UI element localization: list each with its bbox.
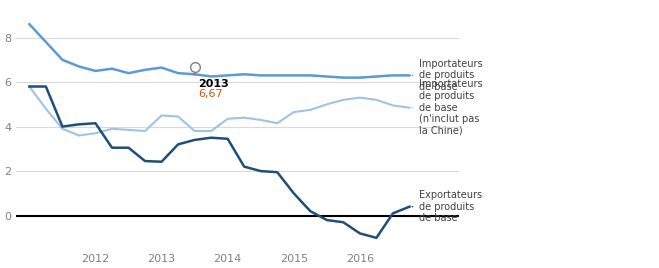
- Text: 6,67: 6,67: [198, 90, 223, 99]
- Text: Importateurs
de produits
de base: Importateurs de produits de base: [419, 59, 483, 92]
- Text: Exportateurs
de produits
de base: Exportateurs de produits de base: [419, 190, 482, 223]
- Text: Importateurs
de produits
de base
(n'inclut pas
la Chine): Importateurs de produits de base (n'incl…: [419, 79, 483, 136]
- Text: 2013: 2013: [198, 79, 229, 90]
